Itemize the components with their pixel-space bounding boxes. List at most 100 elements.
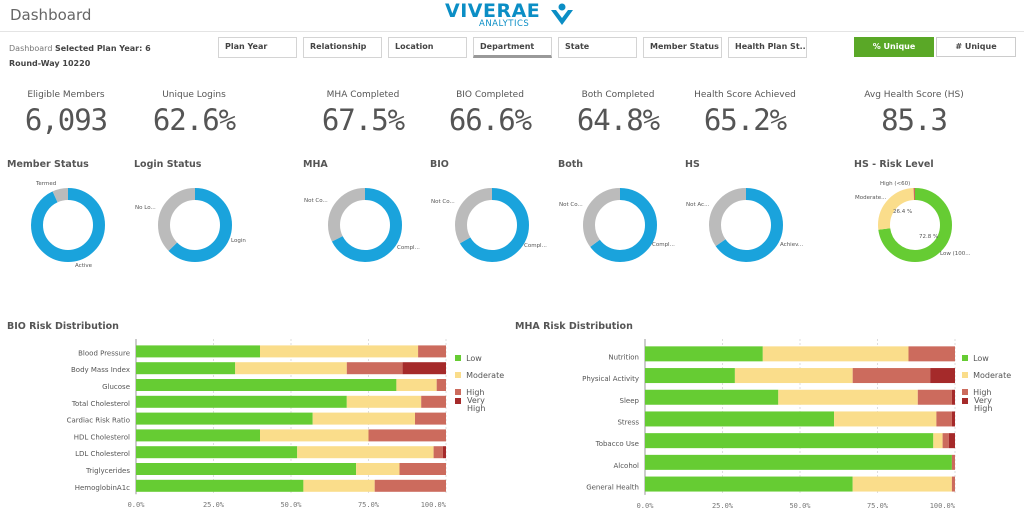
kpi-value: 67.5% (321, 103, 405, 137)
bar-segment-high[interactable] (942, 433, 949, 449)
filter-plan-year[interactable]: Plan Year (218, 37, 297, 58)
bar-segment-very-high[interactable] (930, 368, 955, 384)
bar-segment-high[interactable] (951, 454, 955, 470)
bar-segment-low[interactable] (645, 346, 763, 362)
bar-segment-moderate[interactable] (297, 446, 434, 459)
donut-label: Not Co... (431, 199, 455, 205)
bar-segment-moderate[interactable] (303, 479, 375, 492)
bar-segment-very-high[interactable] (948, 433, 955, 449)
bar-segment-moderate[interactable] (852, 476, 952, 492)
donut-segment-remaining[interactable] (455, 188, 529, 262)
bar-segment-low[interactable] (136, 412, 313, 425)
bar-segment-moderate[interactable] (235, 362, 347, 375)
kpi-value: 85.3 (881, 103, 948, 137)
axis-tick-label: 75.0% (867, 502, 889, 510)
category-label: Physical Activity (582, 375, 639, 383)
hs-risk-title: HS - Risk Level (854, 159, 934, 170)
bar-segment-high[interactable] (908, 346, 956, 362)
bar-segment-high[interactable] (374, 479, 446, 492)
legend-swatch (455, 398, 461, 404)
bar-segment-low[interactable] (136, 345, 260, 358)
kpi-label: Health Score Achieved (694, 90, 796, 100)
filter-state[interactable]: State (558, 37, 637, 58)
bar-segment-low[interactable] (645, 476, 853, 492)
bar-segment-high[interactable] (917, 389, 952, 405)
legend-swatch (962, 389, 968, 395)
bar-segment-moderate[interactable] (778, 389, 918, 405)
donut-segment-remaining[interactable] (31, 188, 105, 262)
bar-segment-low[interactable] (645, 433, 934, 449)
filter-health-plan-status[interactable]: Health Plan St... (728, 37, 807, 58)
bar-segment-moderate[interactable] (260, 345, 419, 358)
bar-segment-moderate[interactable] (260, 429, 369, 442)
bar-segment-moderate[interactable] (734, 368, 853, 384)
member-status-donut[interactable] (30, 187, 106, 263)
pct-unique-toggle[interactable]: % Unique (854, 37, 934, 57)
bar-segment-high[interactable] (346, 362, 403, 375)
filter-department[interactable]: Department (473, 37, 552, 58)
hs-risk-label: High (<60) (880, 181, 911, 187)
login-status-donut[interactable] (157, 187, 233, 263)
donut-segment-remaining[interactable] (583, 188, 657, 262)
num-unique-toggle[interactable]: # Unique (936, 37, 1016, 57)
bar-segment-low[interactable] (645, 454, 952, 470)
bar-segment-high[interactable] (399, 463, 447, 475)
hs-donut[interactable] (708, 187, 784, 263)
bar-segment-low[interactable] (136, 479, 304, 492)
both-donut[interactable] (582, 187, 658, 263)
bar-segment-low[interactable] (136, 446, 298, 459)
bar-segment-moderate[interactable] (834, 411, 937, 427)
hs-risk-label: Low (100... (940, 251, 971, 257)
donut-segment-remaining[interactable] (158, 188, 232, 262)
hs-risk-segment-high[interactable] (878, 188, 952, 262)
bar-segment-low[interactable] (136, 362, 236, 375)
bar-segment-moderate[interactable] (396, 379, 437, 391)
bar-segment-moderate[interactable] (356, 463, 400, 475)
bar-segment-high[interactable] (852, 368, 931, 384)
bar-segment-low[interactable] (645, 389, 779, 405)
bar-segment-very-high[interactable] (951, 389, 955, 405)
filter-relationship[interactable]: Relationship (303, 37, 382, 58)
bar-segment-very-high[interactable] (442, 446, 446, 459)
donut-title: Both (558, 159, 584, 170)
filter-member-status[interactable]: Member Status (643, 37, 722, 58)
bar-segment-low[interactable] (136, 379, 397, 391)
bar-segment-high[interactable] (936, 411, 952, 427)
bio-risk-chart[interactable]: 0.0% 25.0% 50.0% 75.0% 100.0% Blood Pressure B… (0, 335, 460, 515)
bar-segment-low[interactable] (136, 429, 260, 442)
bar-segment-low[interactable] (136, 463, 357, 475)
bio-donut[interactable] (454, 187, 530, 263)
bar-segment-high[interactable] (368, 429, 447, 442)
logo-wordmark: VIVERAE (445, 0, 541, 22)
bar-segment-moderate[interactable] (346, 395, 422, 408)
donut-label: Not Co... (304, 198, 328, 204)
bar-segment-high[interactable] (415, 412, 446, 425)
hs-risk-donut[interactable] (877, 187, 953, 263)
mha-donut[interactable] (327, 187, 403, 263)
donut-segment-remaining[interactable] (709, 188, 783, 262)
bar-segment-moderate[interactable] (762, 346, 909, 362)
kpi-label: MHA Completed (326, 90, 400, 100)
bar-segment-moderate[interactable] (312, 412, 415, 425)
bar-segment-moderate[interactable] (933, 433, 943, 449)
axis-tick-label: 100.0% (930, 502, 956, 510)
donut-title: MHA (303, 159, 328, 170)
bar-segment-very-high[interactable] (951, 411, 955, 427)
bar-segment-low[interactable] (645, 411, 835, 427)
axis-tick-label: 100.0% (421, 501, 447, 509)
donut-segment-complete[interactable] (31, 188, 105, 262)
bar-segment-high[interactable] (418, 345, 446, 358)
bar-segment-high[interactable] (436, 379, 446, 391)
donut-segment-remaining[interactable] (328, 188, 402, 262)
bar-segment-high[interactable] (951, 476, 955, 492)
legend-label: Moderate (973, 371, 1012, 380)
filter-location[interactable]: Location (388, 37, 467, 58)
bar-segment-very-high[interactable] (402, 362, 446, 375)
bar-segment-low[interactable] (645, 368, 735, 384)
bar-segment-high[interactable] (433, 446, 443, 459)
axis-tick-label: 0.0% (637, 502, 655, 510)
hs-risk-segment-moderate[interactable] (878, 188, 952, 262)
bar-segment-high[interactable] (421, 395, 446, 408)
bar-segment-low[interactable] (136, 395, 347, 408)
mha-risk-chart[interactable]: 0.0% 25.0% 50.0% 75.0% 100.0% Nutrition Physic… (510, 335, 965, 515)
